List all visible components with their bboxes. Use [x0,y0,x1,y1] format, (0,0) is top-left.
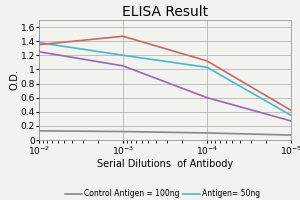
Title: ELISA Result: ELISA Result [122,5,208,19]
Antigen= 100ng [205,60,209,62]
Control Antigen = 100ng [289,134,293,136]
Antigen= 100ng [289,109,293,112]
Control Antigen = 100ng [205,132,209,134]
Line: Antigen= 10ng: Antigen= 10ng [39,52,291,121]
Control Antigen = 100ng [37,130,41,132]
X-axis label: Serial Dilutions  of Antibody: Serial Dilutions of Antibody [97,159,233,169]
Line: Antigen= 50ng: Antigen= 50ng [39,43,291,115]
Antigen= 50ng [37,41,41,44]
Antigen= 10ng [205,96,209,99]
Legend: Control Antigen = 100ng, Antigen= 10ng, Antigen= 50ng, Antigen= 100ng: Control Antigen = 100ng, Antigen= 10ng, … [65,189,265,200]
Control Antigen = 100ng [121,130,125,133]
Antigen= 50ng [205,66,209,68]
Antigen= 100ng [37,44,41,46]
Antigen= 10ng [289,120,293,122]
Antigen= 100ng [121,35,125,37]
Y-axis label: O.D.: O.D. [9,70,19,90]
Antigen= 10ng [37,51,41,53]
Antigen= 10ng [121,65,125,67]
Antigen= 50ng [289,114,293,116]
Antigen= 50ng [121,54,125,56]
Line: Antigen= 100ng: Antigen= 100ng [39,36,291,110]
Line: Control Antigen = 100ng: Control Antigen = 100ng [39,131,291,135]
